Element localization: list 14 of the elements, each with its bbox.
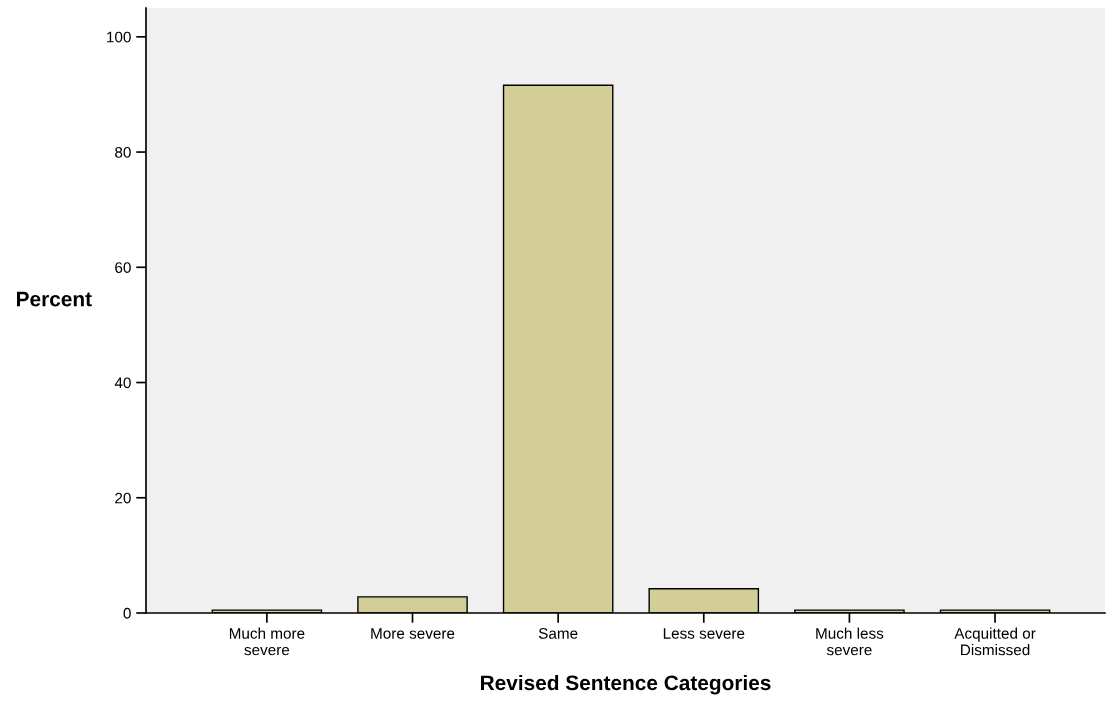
y-tick-label: 100 — [107, 31, 131, 43]
y-tick-label: 20 — [115, 492, 131, 504]
x-tick-label: Much less severe — [816, 627, 884, 656]
x-axis-title: Revised Sentence Categories — [481, 674, 771, 695]
y-tick-label: 80 — [115, 146, 131, 158]
y-tick-label: 40 — [114, 377, 131, 389]
x-tick-label: Much more severe — [229, 627, 305, 656]
x-tick-label: Less severe — [663, 628, 745, 639]
x-tick-label: Acquitted or Dismissed — [954, 627, 1036, 656]
x-tick-label: Same — [538, 627, 578, 639]
y-axis-title: Percent — [17, 291, 92, 307]
y-tick-label: 60 — [115, 262, 131, 273]
y-tick-label: 0 — [123, 607, 131, 619]
x-tick-label: More severe — [371, 628, 455, 639]
